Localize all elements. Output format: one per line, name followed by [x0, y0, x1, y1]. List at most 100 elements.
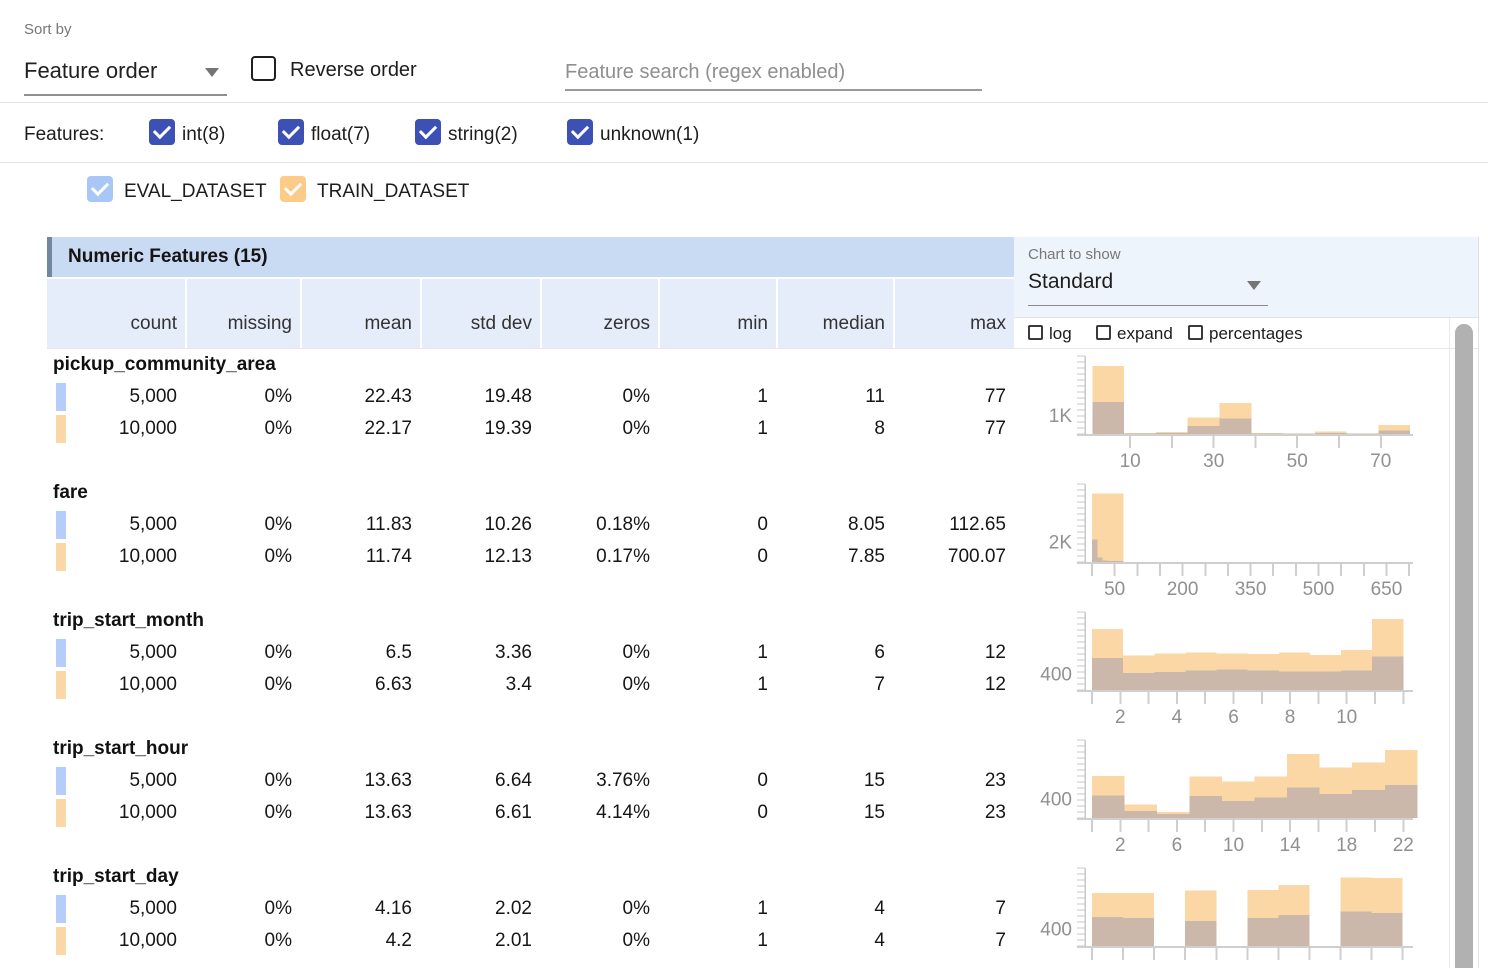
feature-block-trip_start_day: trip_start_day 5,000 0% 4.16 2.02 0% 1 4 7 10,000…: [0, 865, 1488, 968]
cell-missing: 0%: [264, 386, 292, 407]
cell-min: 1: [757, 898, 768, 919]
cell-std-dev: 3.4: [505, 674, 532, 695]
stats-row-train: 10,000 0% 22.17 19.39 0% 1 8 77: [47, 413, 1014, 445]
chevron-down-icon[interactable]: [205, 68, 219, 77]
cell-min: 0: [757, 546, 768, 567]
cell-zeros: 0%: [622, 418, 650, 439]
dataset-checkbox-train[interactable]: [280, 176, 306, 202]
cell-std-dev: 12.13: [484, 546, 532, 567]
type-label-string: string(2): [448, 124, 518, 145]
cell-std-dev: 10.26: [484, 514, 532, 535]
cell-min: 1: [757, 386, 768, 407]
column-header-count: count: [130, 313, 177, 334]
cell-median: 11: [865, 386, 885, 407]
cell-count: 5,000: [129, 898, 177, 919]
cell-median: 4: [874, 898, 885, 919]
column-header-zeros: zeros: [540, 279, 658, 348]
eval-dataset-marker: [56, 383, 66, 411]
divider: [0, 162, 1488, 163]
chart-to-show-panel: Chart to show Standard: [1014, 237, 1479, 318]
type-label-float: float(7): [311, 124, 371, 145]
cell-max: 7: [995, 930, 1006, 951]
sort-order-select[interactable]: Feature order: [24, 58, 158, 83]
type-checkbox-float[interactable]: [278, 119, 304, 145]
histogram-container: 10 30 50 70 1K: [1028, 353, 1432, 484]
cell-mean: 11.83: [365, 514, 412, 535]
chart-option-checkbox-expand[interactable]: [1096, 325, 1111, 340]
column-header-std-dev: std dev: [420, 279, 540, 348]
y-axis-label: 400: [1040, 789, 1072, 810]
train-dataset-marker: [56, 799, 66, 827]
sort-select-underline: [24, 94, 227, 96]
cell-zeros: 0%: [622, 386, 650, 407]
feature-name: fare: [53, 482, 88, 503]
cell-zeros: 4.14%: [596, 802, 650, 823]
cell-median: 7.85: [848, 546, 885, 567]
stats-row-train: 10,000 0% 11.74 12.13 0.17% 0 7.85 700.07: [47, 541, 1014, 573]
x-tick-label: 10: [1336, 707, 1357, 728]
histogram-container: 2 4 6 8 10 400: [1028, 609, 1432, 740]
x-tick-label: 6: [1172, 835, 1183, 856]
feature-block-pickup_community_area: pickup_community_area 5,000 0% 22.43 19.48 0%…: [0, 353, 1488, 481]
cell-max: 77: [984, 386, 1006, 407]
cell-zeros: 0%: [622, 898, 650, 919]
x-tick-label: 2: [1115, 707, 1126, 728]
cell-std-dev: 19.39: [484, 418, 532, 439]
cell-max: 12: [984, 674, 1006, 695]
cell-missing: 0%: [264, 898, 292, 919]
cell-median: 7: [874, 674, 885, 695]
cell-missing: 0%: [264, 930, 292, 951]
cell-std-dev: 3.36: [495, 642, 532, 663]
cell-min: 0: [757, 514, 768, 535]
cell-count: 5,000: [129, 642, 177, 663]
cell-mean: 22.17: [364, 418, 412, 439]
feature-search-input[interactable]: [565, 55, 982, 91]
header-bottom-divider: [47, 348, 1479, 349]
chart-option-checkbox-percentages[interactable]: [1188, 325, 1203, 340]
cell-median: 15: [863, 802, 885, 823]
train-dataset-marker: [56, 543, 66, 571]
chart-to-show-label: Chart to show: [1028, 246, 1121, 263]
feature-block-trip_start_month: trip_start_month 5,000 0% 6.5 3.36 0% 1 6 12 10,0…: [0, 609, 1488, 737]
type-checkbox-unknown[interactable]: [567, 119, 593, 145]
cell-count: 10,000: [118, 674, 177, 695]
column-header-max: max: [893, 279, 1014, 348]
cell-missing: 0%: [264, 418, 292, 439]
cell-median: 8: [874, 418, 885, 439]
feature-name: trip_start_month: [53, 610, 204, 631]
cell-zeros: 3.76%: [596, 770, 650, 791]
stats-row-eval: 5,000 0% 11.83 10.26 0.18% 0 8.05 112.65: [47, 509, 1014, 541]
cell-zeros: 0%: [622, 674, 650, 695]
cell-max: 23: [984, 770, 1006, 791]
cell-max: 12: [984, 642, 1006, 663]
chart-option-checkbox-log[interactable]: [1028, 325, 1043, 340]
reverse-order-label: Reverse order: [290, 59, 417, 81]
dataset-checkbox-eval[interactable]: [87, 176, 113, 202]
type-checkbox-string[interactable]: [415, 119, 441, 145]
x-tick-label: 70: [1370, 451, 1391, 472]
divider: [0, 102, 1488, 103]
stats-row-train: 10,000 0% 13.63 6.61 4.14% 0 15 23: [47, 797, 1014, 829]
histogram-pickup_community_area: 10 30 50 70 1K: [1049, 355, 1413, 472]
chevron-down-icon[interactable]: [1247, 281, 1261, 290]
chart-type-select[interactable]: Standard: [1028, 270, 1114, 293]
type-checkbox-int[interactable]: [149, 119, 175, 145]
scrollbar-thumb[interactable]: [1455, 324, 1473, 968]
cell-count: 5,000: [129, 514, 177, 535]
cell-mean: 4.2: [385, 930, 412, 951]
cell-missing: 0%: [264, 546, 292, 567]
cell-missing: 0%: [264, 514, 292, 535]
stats-row-train: 10,000 0% 4.2 2.01 0% 1 4 7: [47, 925, 1014, 957]
column-header-mean: mean: [300, 279, 420, 348]
cell-count: 5,000: [129, 386, 177, 407]
reverse-order-checkbox[interactable]: [251, 56, 276, 81]
cell-median: 15: [863, 770, 885, 791]
histogram-container: 50 200 350 500 650 2K: [1028, 481, 1432, 612]
cell-min: 1: [757, 418, 768, 439]
x-tick-label: 18: [1336, 835, 1357, 856]
histogram-trip_start_hour: 2 6 10 14 18 22 400: [1040, 739, 1418, 856]
cell-mean: 22.43: [364, 386, 412, 407]
eval-dataset-marker: [56, 511, 66, 539]
type-label-int: int(8): [182, 124, 226, 145]
